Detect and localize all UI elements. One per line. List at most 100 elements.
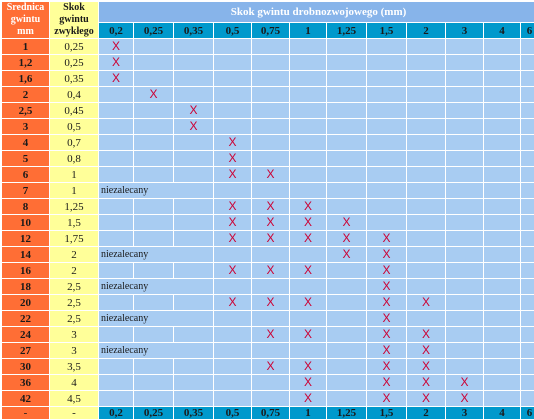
available-mark: X (382, 231, 391, 245)
pitch-header: 0,5 (214, 23, 251, 38)
pitch-cell (134, 295, 173, 310)
pitch-header: 0,35 (174, 23, 213, 38)
pitch-header: 1,25 (327, 23, 366, 38)
table-row: 2,5 0,45 X (2, 103, 534, 118)
pitch-cell (214, 183, 251, 198)
pitch-cell (214, 279, 251, 294)
pitch-cell (214, 359, 251, 374)
table-row: 16 2 X X X X (2, 263, 534, 278)
pitch-cell (407, 215, 445, 230)
pitch-header: 2 (407, 23, 445, 38)
not-recommended-note: niezalecany (101, 313, 149, 324)
diameter-cell: 18 (2, 279, 49, 294)
pitch-cell (521, 375, 534, 390)
available-mark: X (228, 215, 237, 229)
available-mark: X (382, 279, 391, 293)
pitch-cell (484, 55, 520, 70)
available-mark: X (303, 231, 312, 245)
pitch-cell (446, 247, 483, 262)
pitch-footer: 4 (484, 407, 520, 419)
pitch-cell (252, 151, 289, 166)
note-cell: niezalecany (99, 183, 213, 198)
pitch-cell: X (290, 327, 326, 342)
pitch-footer: 0,2 (99, 407, 133, 419)
pitch-cell (367, 135, 406, 150)
pitch-cell: X (367, 343, 406, 358)
standard-pitch-cell: 1,5 (50, 215, 98, 230)
pitch-cell (407, 55, 445, 70)
pitch-cell (327, 39, 366, 54)
available-mark: X (303, 359, 312, 373)
pitch-cell (327, 135, 366, 150)
pitch-cell: X (252, 295, 289, 310)
pitch-cell (214, 343, 251, 358)
standard-pitch-header: Skok gwintu zwykłego (50, 2, 98, 38)
pitch-cell (327, 87, 366, 102)
pitch-cell (484, 295, 520, 310)
pitch-cell (484, 151, 520, 166)
available-mark: X (111, 39, 120, 53)
pitch-cell (214, 103, 251, 118)
pitch-cell (214, 391, 251, 406)
not-recommended-note: niezalecany (101, 185, 149, 196)
diameter-cell: 2,5 (2, 103, 49, 118)
pitch-cell (290, 151, 326, 166)
pitch-cell (484, 183, 520, 198)
pitch-cell (407, 103, 445, 118)
pitch-cell (484, 103, 520, 118)
pitch-cell (367, 151, 406, 166)
pitch-cell: X (290, 295, 326, 310)
available-mark: X (421, 391, 430, 405)
available-mark: X (342, 231, 351, 245)
pitch-cell: X (446, 391, 483, 406)
pitch-cell: X (407, 327, 445, 342)
available-mark: X (382, 311, 391, 325)
not-recommended-note: niezalecany (101, 345, 149, 356)
pitch-cell: X (290, 263, 326, 278)
pitch-cell: X (327, 247, 366, 262)
pitch-cell (174, 215, 213, 230)
pitch-cell: X (290, 231, 326, 246)
pitch-cell (99, 167, 133, 182)
pitch-cell (484, 391, 520, 406)
pitch-cell (446, 183, 483, 198)
pitch-footer: 0,75 (252, 407, 289, 419)
pitch-cell (327, 199, 366, 214)
pitch-cell (484, 71, 520, 86)
pitch-cell (252, 375, 289, 390)
pitch-cell (484, 199, 520, 214)
pitch-cell (521, 295, 534, 310)
pitch-cell (446, 359, 483, 374)
standard-pitch-cell: 2 (50, 247, 98, 262)
pitch-cell (407, 263, 445, 278)
diameter-cell: 16 (2, 263, 49, 278)
diameter-cell: 7 (2, 183, 49, 198)
pitch-cell (446, 71, 483, 86)
table-row: 20 2,5 X X X X X (2, 295, 534, 310)
pitch-cell: X (367, 231, 406, 246)
standard-pitch-cell: 1 (50, 167, 98, 182)
pitch-cell (134, 263, 173, 278)
pitch-cell (521, 39, 534, 54)
pitch-cell (484, 359, 520, 374)
standard-pitch-cell: 2,5 (50, 279, 98, 294)
pitch-cell (327, 103, 366, 118)
pitch-cell (521, 343, 534, 358)
pitch-cell (484, 375, 520, 390)
pitch-cell (290, 119, 326, 134)
pitch-cell (290, 103, 326, 118)
pitch-cell (327, 327, 366, 342)
pitch-cell (521, 359, 534, 374)
pitch-cell (252, 87, 289, 102)
table-row: 1,6 0,35 X (2, 71, 534, 86)
pitch-cell (484, 279, 520, 294)
table-row: 27 3 niezalecany X X (2, 343, 534, 358)
pitch-cell: X (367, 327, 406, 342)
pitch-cell: X (407, 359, 445, 374)
pitch-cell (214, 39, 251, 54)
standard-pitch-cell: 0,25 (50, 39, 98, 54)
pitch-cell: X (367, 311, 406, 326)
table-row: 18 2,5 niezalecany X (2, 279, 534, 294)
pitch-cell (134, 231, 173, 246)
pitch-cell (214, 119, 251, 134)
